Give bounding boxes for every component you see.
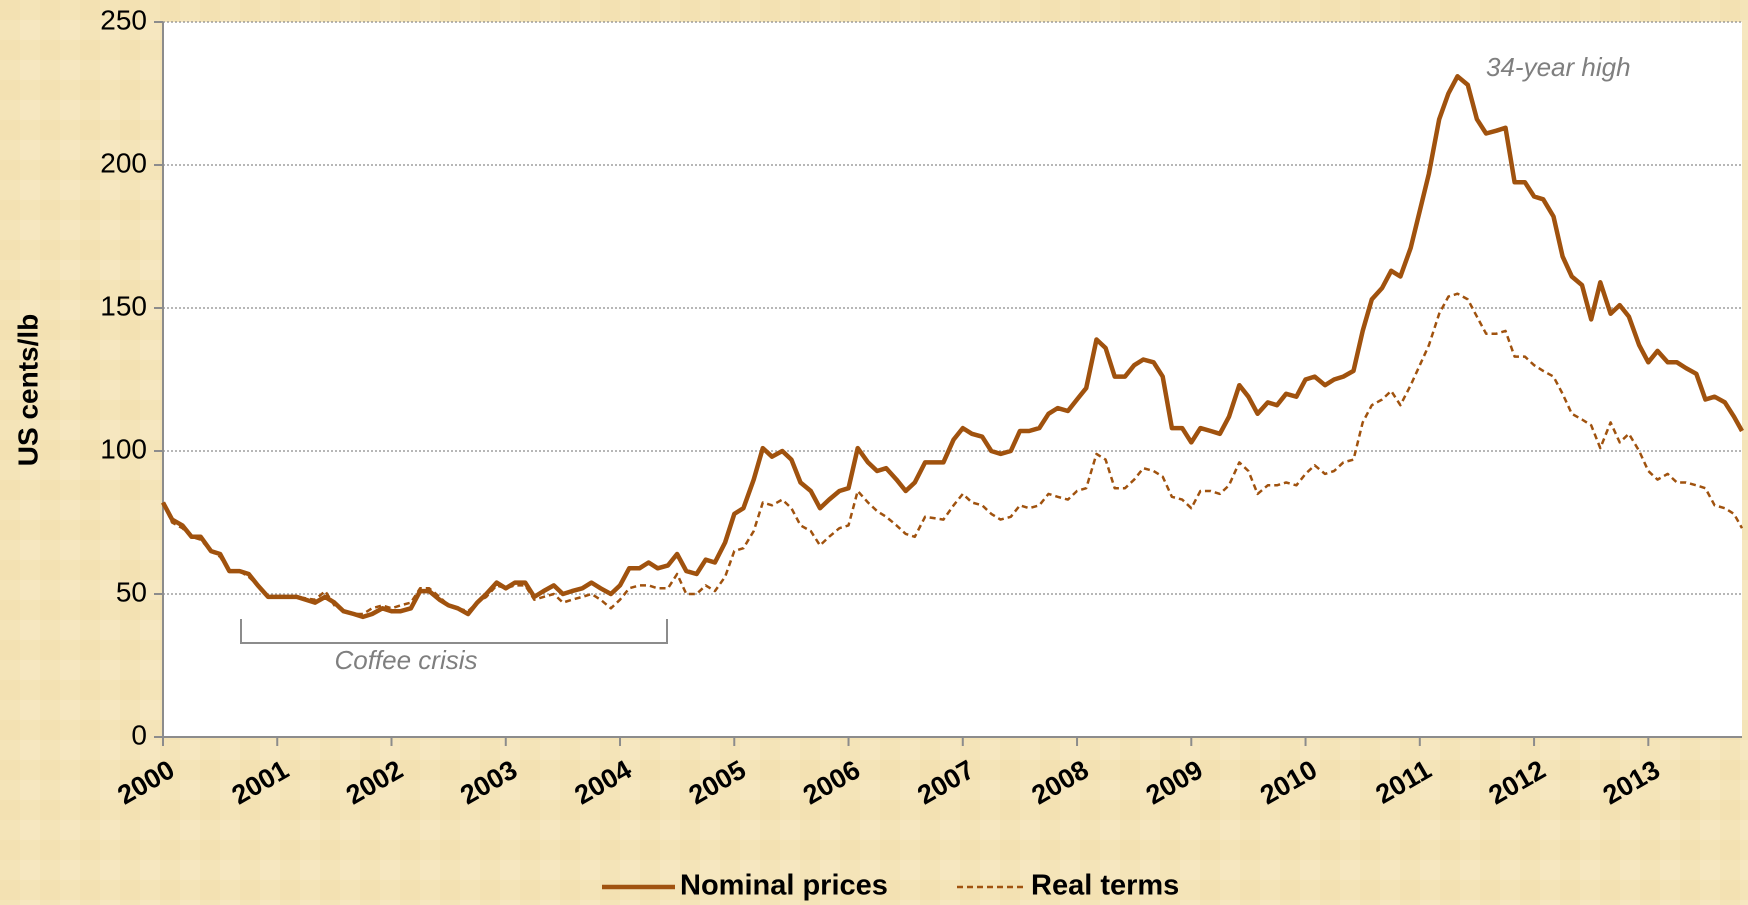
bracket [240, 619, 668, 644]
y-axis-label: US cents/lb [12, 314, 43, 466]
y-tick-label: 250 [100, 4, 147, 35]
y-tick-label: 200 [100, 147, 147, 178]
line-series [161, 74, 1744, 620]
y-tick-label: 50 [116, 576, 147, 607]
y-tick-label: 0 [131, 719, 147, 750]
y-tick-label: 100 [100, 433, 147, 464]
line-series [161, 292, 1744, 616]
y-tick-label: 150 [100, 290, 147, 321]
annotation: Coffee crisis [334, 645, 477, 675]
legend-label: Real terms [1031, 870, 1179, 902]
annotation: 34-year high [1486, 52, 1631, 82]
legend-label: Nominal prices [680, 870, 888, 902]
plot-area [163, 22, 1742, 737]
